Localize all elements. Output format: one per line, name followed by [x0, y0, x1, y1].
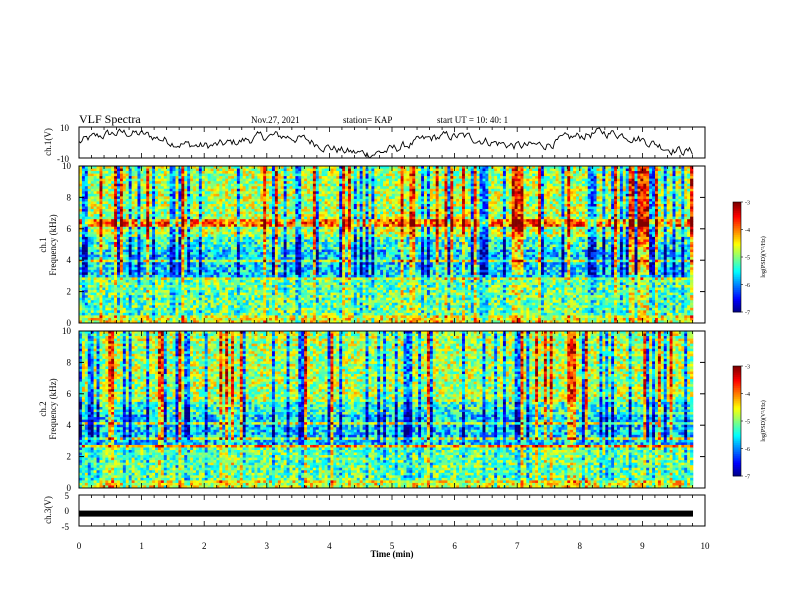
ch2-spectrogram-ytick-label: 4 [67, 420, 72, 430]
ch2-spectrogram-panel: 0 2 4 6 8 10 ch.2 Frequency (kHz) [38, 326, 706, 493]
ch2-spectrogram-channel-label: ch.2 [38, 401, 48, 416]
ch2-colorbar-label: log(PSD)(V²/Hz) [760, 400, 767, 441]
x-tick-label: 7 [515, 541, 520, 551]
x-tick-label: 8 [578, 541, 583, 551]
ch1-colorbar-tick-label: -3 [745, 201, 750, 207]
ch2-spectrogram-ytick-label: 0 [67, 483, 72, 493]
ch2-colorbar-tick-label: -4 [745, 392, 750, 398]
ch1-spectrogram-channel-label: ch.1 [38, 237, 48, 252]
x-tick-label: 4 [327, 541, 332, 551]
station-label: station= KAP [343, 115, 392, 125]
ch1-spectrogram-ytick-label: 8 [67, 192, 72, 202]
ch2-spectrogram-ytick-label: 2 [67, 452, 72, 462]
ch1-colorbar-tick-label: -5 [745, 256, 750, 262]
x-tick-label: 9 [640, 541, 645, 551]
x-axis-label: Time (min) [370, 549, 413, 559]
date-label: Nov.27, 2021 [251, 115, 300, 125]
ch1-spectrogram-panel: 0 2 4 6 8 10 ch.1 Frequency (kHz) [38, 161, 706, 328]
x-tick-label: 2 [202, 541, 207, 551]
ch3-waveform-ytick-top: 5 [65, 491, 70, 501]
ch3-waveform-ylabel: ch.3(V) [43, 496, 53, 524]
ch1-colorbar-tick-label: -4 [745, 228, 750, 234]
ch1-spectrogram-ytick-label: 6 [67, 224, 72, 234]
ch2-colorbar-tick-label: -5 [745, 420, 750, 426]
start-time-label: start UT = 10: 40: 1 [437, 115, 508, 125]
ch2-colorbar-tick-label: -6 [745, 447, 750, 453]
ch2-colorbar-tick-label: -7 [745, 475, 750, 481]
ch1-colorbar-tick-label: -7 [745, 311, 750, 317]
ch1-spectrogram-ylabel: Frequency (kHz) [48, 214, 58, 275]
x-tick-label: 5 [390, 541, 395, 551]
x-tick-label: 0 [77, 541, 82, 551]
x-tick-label: 10 [701, 541, 711, 551]
ch2-spectrogram-ytick-label: 6 [67, 389, 72, 399]
ch3-waveform-line [79, 510, 693, 517]
ch2-spectrogram-ylabel: Frequency (kHz) [48, 378, 58, 439]
x-tick-label: 3 [265, 541, 270, 551]
x-tick-label: 6 [452, 541, 457, 551]
ch2-spectrogram-ytick-label: 10 [62, 326, 72, 336]
figure-title: VLF Spectra [79, 112, 141, 126]
ch1-waveform-ylabel: ch.1(V) [43, 128, 53, 156]
ch1-colorbar-label: log(PSD)(V²/Hz) [760, 236, 767, 277]
ch1-colorbar-tick-label: -6 [745, 283, 750, 289]
ch1-spectrogram-ytick-label: 4 [67, 255, 72, 265]
ch1-colorbar: -3 -4 -5 -6 -7 log(PSD)(V²/Hz) [732, 201, 767, 317]
ch3-waveform-ytick-bottom: -5 [62, 522, 70, 532]
ch1-spectrogram-ytick-label: 10 [62, 161, 72, 171]
ch1-waveform-ytick-top: 10 [60, 123, 70, 133]
ch1-spectrogram-ytick-label: 0 [67, 318, 72, 328]
ch1-waveform-ytick-bottom: -10 [57, 154, 69, 164]
ch2-colorbar: -3 -4 -5 -6 -7 log(PSD)(V²/Hz) [732, 365, 767, 481]
ch1-waveform-panel: 10 -10 ch.1(V) [43, 123, 706, 164]
ch1-waveform-line [78, 127, 693, 159]
ch1-spectrogram-cells [79, 166, 694, 324]
ch2-spectrogram-cells [79, 331, 694, 489]
ch2-spectrogram-ytick-label: 8 [67, 357, 72, 367]
ch2-colorbar-tick-label: -3 [745, 365, 750, 371]
ch1-spectrogram-ytick-label: 2 [67, 287, 72, 297]
ch3-waveform-ytick-mid: 0 [65, 506, 70, 516]
x-tick-label: 1 [139, 541, 144, 551]
ch3-waveform-panel: 5 0 -5 ch.3(V) [43, 491, 706, 532]
